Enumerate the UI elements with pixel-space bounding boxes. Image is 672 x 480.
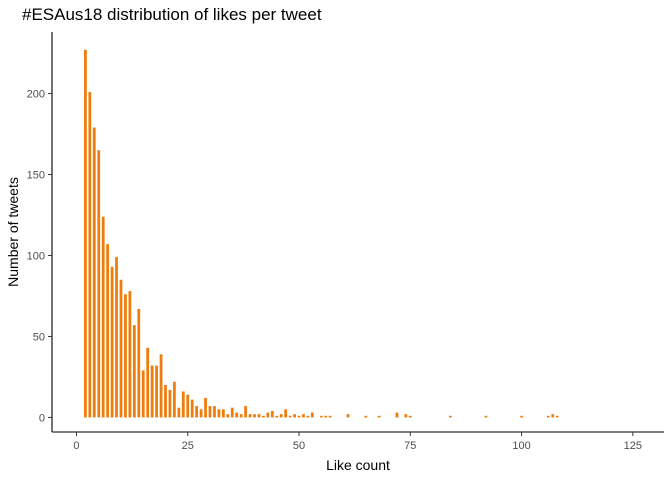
bar bbox=[257, 414, 261, 418]
bar bbox=[101, 216, 105, 418]
bar bbox=[217, 409, 221, 418]
bar bbox=[253, 414, 256, 418]
bar bbox=[235, 412, 239, 418]
bar bbox=[364, 415, 368, 418]
bar bbox=[213, 406, 216, 418]
bar bbox=[92, 127, 96, 418]
bar bbox=[128, 291, 132, 418]
bar bbox=[159, 354, 163, 418]
bar bbox=[404, 414, 408, 418]
x-axis-ticks: 0 25 50 75 100 125 bbox=[73, 432, 642, 452]
x-tick-label: 100 bbox=[512, 440, 530, 452]
bar bbox=[155, 365, 158, 418]
x-axis-title: Like count bbox=[326, 457, 390, 473]
bar bbox=[319, 415, 323, 418]
bar bbox=[119, 279, 123, 418]
bar bbox=[546, 415, 550, 418]
bar bbox=[110, 266, 114, 418]
bar bbox=[270, 410, 274, 418]
x-tick-label: 25 bbox=[182, 440, 194, 452]
bar bbox=[146, 347, 150, 418]
bar bbox=[173, 381, 176, 418]
bar bbox=[199, 409, 203, 418]
bar bbox=[297, 415, 301, 418]
bars-group bbox=[84, 49, 559, 418]
bar bbox=[302, 414, 305, 418]
bar bbox=[262, 415, 265, 418]
chart-title: #ESAus18 distribution of likes per tweet bbox=[22, 5, 322, 24]
bar bbox=[239, 414, 243, 418]
bar bbox=[244, 406, 247, 418]
bar bbox=[115, 257, 118, 418]
bar bbox=[88, 91, 92, 418]
bar bbox=[555, 415, 559, 418]
bar bbox=[520, 415, 523, 418]
bar bbox=[84, 49, 87, 418]
bar bbox=[306, 415, 310, 418]
bar bbox=[448, 415, 452, 418]
bar bbox=[288, 415, 292, 418]
bar bbox=[137, 308, 141, 418]
bar bbox=[275, 415, 279, 418]
y-axis-title: Number of tweets bbox=[5, 177, 21, 287]
bar bbox=[346, 414, 350, 418]
bar bbox=[248, 414, 252, 418]
y-tick-label: 100 bbox=[27, 250, 45, 262]
bar bbox=[377, 415, 381, 418]
y-axis-ticks: 0 50 100 150 200 bbox=[27, 89, 52, 424]
bar bbox=[177, 407, 181, 418]
bar bbox=[324, 415, 328, 418]
bar bbox=[328, 415, 332, 418]
bar bbox=[132, 325, 136, 418]
bar bbox=[311, 412, 314, 418]
x-tick-label: 0 bbox=[73, 440, 79, 452]
bar bbox=[186, 394, 190, 418]
y-tick-label: 150 bbox=[27, 170, 45, 182]
bar bbox=[284, 409, 288, 418]
bar bbox=[106, 244, 110, 418]
y-tick-label: 0 bbox=[39, 412, 45, 424]
bar bbox=[195, 406, 199, 418]
bar bbox=[395, 412, 399, 418]
bar bbox=[266, 412, 270, 418]
x-tick-label: 50 bbox=[293, 440, 305, 452]
bar bbox=[97, 150, 101, 418]
bar bbox=[124, 294, 127, 418]
bar bbox=[181, 391, 185, 418]
bar bbox=[293, 414, 296, 418]
y-tick-label: 50 bbox=[33, 331, 45, 343]
bar bbox=[230, 407, 234, 418]
bar bbox=[408, 415, 412, 418]
bar bbox=[141, 370, 145, 418]
x-tick-label: 125 bbox=[624, 440, 642, 452]
bar bbox=[484, 415, 488, 418]
bar bbox=[279, 414, 283, 418]
bar bbox=[164, 385, 167, 418]
bar bbox=[204, 397, 207, 418]
bar bbox=[226, 414, 230, 418]
bar bbox=[190, 399, 194, 418]
x-tick-label: 75 bbox=[404, 440, 416, 452]
bar bbox=[208, 406, 212, 418]
y-tick-label: 200 bbox=[27, 89, 45, 101]
bar bbox=[551, 414, 555, 418]
bar bbox=[168, 389, 172, 418]
bar bbox=[150, 365, 154, 418]
bar bbox=[221, 409, 225, 418]
